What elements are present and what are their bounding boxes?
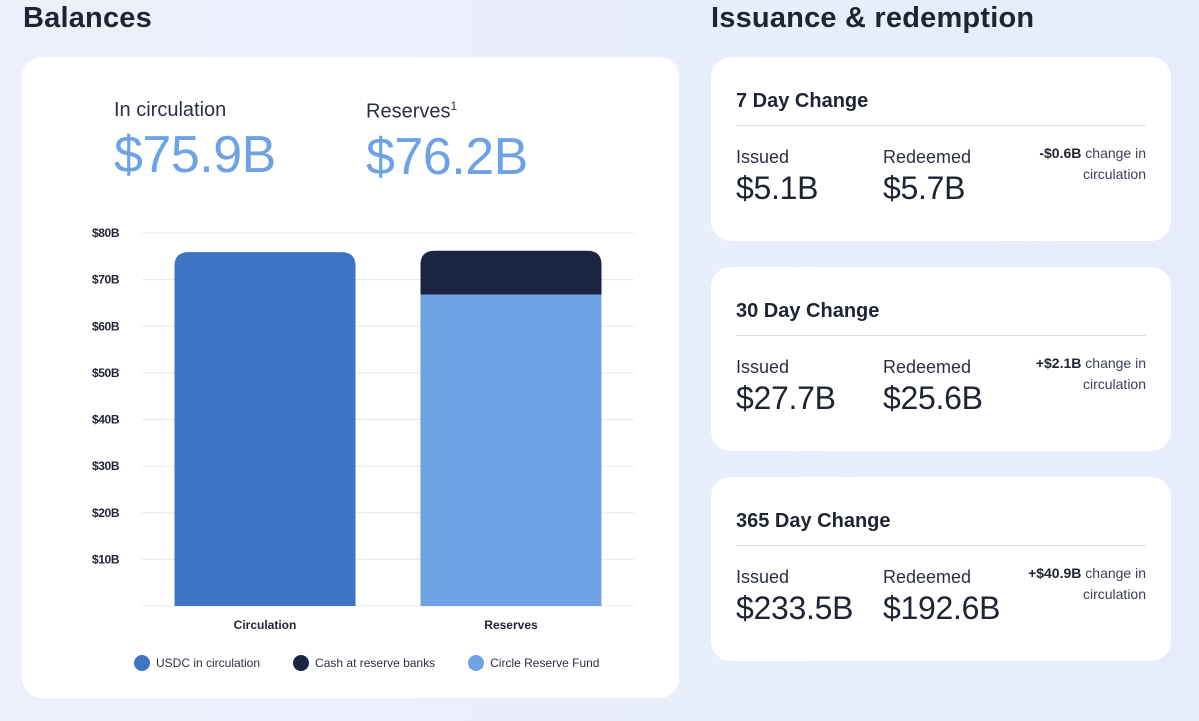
y-tick-label: $50B xyxy=(92,366,120,380)
reserves-label: Reserves xyxy=(366,100,451,123)
y-tick-label: $30B xyxy=(92,459,120,473)
legend-item-usdc: USDC in circulation xyxy=(134,655,260,671)
legend-item-fund: Circle Reserve Fund xyxy=(468,655,599,671)
legend-label-usdc: USDC in circulation xyxy=(156,656,261,670)
reserves-value: $76.2B xyxy=(366,127,528,186)
x-category-label: Circulation xyxy=(234,618,297,632)
y-tick-label: $80B xyxy=(92,226,120,240)
circulation-value: $75.9B xyxy=(114,126,276,184)
reserves-metric: Reserves1 $76.2B xyxy=(366,99,528,187)
circulation-change-note: +$40.9B change in circulation xyxy=(1006,563,1146,605)
y-tick-label: $60B xyxy=(92,319,120,333)
issued-value: $5.1B xyxy=(736,170,819,206)
circulation-label: In circulation xyxy=(114,99,227,121)
issued-value: $233.5B xyxy=(736,590,854,626)
change-text: change in circulation xyxy=(1082,355,1146,392)
change-amount: +$40.9B xyxy=(1028,565,1082,581)
change-text: change in circulation xyxy=(1082,565,1146,602)
redeemed-value: $192.6B xyxy=(883,590,1001,626)
issued-label: Issued xyxy=(736,357,790,377)
balances-card: In circulation $75.9B Reserves1 $76.2B $… xyxy=(22,57,679,698)
redeemed-value: $5.7B xyxy=(883,170,966,206)
circulation-change-note: -$0.6B change in circulation xyxy=(1006,143,1146,185)
change-amount: -$0.6B xyxy=(1039,145,1082,161)
balances-chart: $10B $20B $30B $40B $50B $60B $70B $80B Circulat… xyxy=(92,226,634,632)
divider xyxy=(736,125,1146,126)
y-tick-label: $20B xyxy=(92,506,120,520)
legend-label-cash: Cash at reserve banks xyxy=(315,656,436,670)
redeemed-stat: Redeemed $192.6B xyxy=(883,567,1000,627)
legend-dot-usdc xyxy=(134,655,150,671)
redeemed-stat: Redeemed $5.7B xyxy=(883,147,971,207)
issued-label: Issued xyxy=(736,567,790,587)
balances-title: Balances xyxy=(23,2,152,34)
y-tick-label: $70B xyxy=(92,273,120,287)
redeemed-stat: Redeemed $25.6B xyxy=(883,357,983,417)
change-card-title: 30 Day Change xyxy=(736,300,880,322)
legend-item-cash: Cash at reserve banks xyxy=(293,655,435,671)
x-category-label: Reserves xyxy=(484,618,538,632)
y-tick-label: $40B xyxy=(92,413,120,427)
change-card-title: 365 Day Change xyxy=(736,510,891,532)
bar-circulation-usdc-in-circulation xyxy=(174,252,356,606)
bar-reserves-cash-at-reserve-banks xyxy=(420,250,602,295)
legend-dot-fund xyxy=(468,655,485,671)
change-card-365-day: 365 Day Change Issued $233.5B Redeemed $… xyxy=(711,477,1171,661)
redeemed-label: Redeemed xyxy=(883,567,972,587)
issuance-title: Issuance & redemption xyxy=(711,2,1035,34)
chart-legend: USDC in circulation Cash at reserve bank… xyxy=(134,655,632,671)
divider xyxy=(736,545,1146,546)
redeemed-label: Redeemed xyxy=(883,147,972,167)
issued-label: Issued xyxy=(736,147,790,167)
circulation-change-note: +$2.1B change in circulation xyxy=(1006,353,1146,395)
redeemed-value: $25.6B xyxy=(883,380,983,416)
change-card-title: 7 Day Change xyxy=(736,90,869,112)
issued-stat: Issued $5.1B xyxy=(736,147,818,207)
y-tick-label: $10B xyxy=(92,552,120,566)
issued-stat: Issued $27.7B xyxy=(736,357,836,417)
reserves-footnote: 1 xyxy=(450,99,458,113)
divider xyxy=(736,335,1146,336)
bar-reserves-circle-reserve-fund xyxy=(420,294,602,606)
change-card-7-day: 7 Day Change Issued $5.1B Redeemed $5.7B… xyxy=(711,57,1171,241)
issued-stat: Issued $233.5B xyxy=(736,567,853,627)
reserves-label-wrap: Reserves1 xyxy=(366,99,528,124)
redeemed-label: Redeemed xyxy=(883,357,972,377)
change-amount: +$2.1B xyxy=(1035,355,1082,371)
legend-dot-cash xyxy=(293,655,310,671)
legend-label-fund: Circle Reserve Fund xyxy=(490,656,600,670)
change-card-30-day: 30 Day Change Issued $27.7B Redeemed $25… xyxy=(711,267,1171,451)
change-text: change in circulation xyxy=(1082,145,1146,182)
circulation-metric: In circulation $75.9B xyxy=(114,99,276,185)
issued-value: $27.7B xyxy=(736,380,836,416)
